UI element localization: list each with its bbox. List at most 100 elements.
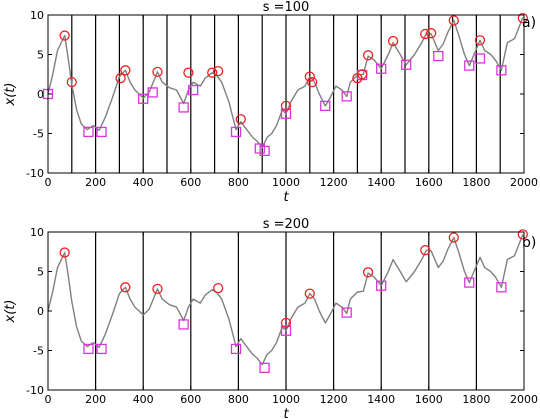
panel-b: 0 200 400 600 800 1000 1200 1400 1600 1800 2000 -10… bbox=[3, 217, 538, 419]
x-tick-label: 400 bbox=[133, 393, 154, 406]
max-marker bbox=[387, 35, 399, 47]
chart-title: s =200 bbox=[263, 217, 310, 232]
max-marker bbox=[448, 15, 459, 26]
y-tick-label: 0 bbox=[37, 305, 44, 318]
max-marker bbox=[213, 282, 224, 294]
y-tick-label: 0 bbox=[37, 88, 44, 101]
min-marker bbox=[496, 282, 507, 293]
min-marker bbox=[464, 60, 475, 71]
max-marker bbox=[420, 245, 431, 256]
x-tick-label: 800 bbox=[228, 393, 249, 406]
min-marker bbox=[320, 100, 331, 111]
max-marker bbox=[115, 73, 126, 84]
x-tick-label: 1800 bbox=[462, 176, 490, 189]
y-tick-label: 10 bbox=[30, 226, 44, 239]
max-marker bbox=[304, 71, 315, 82]
max-marker bbox=[307, 77, 318, 88]
min-marker bbox=[433, 50, 444, 62]
y-axis-label: x(t) bbox=[3, 83, 18, 107]
x-tick-label: 0 bbox=[45, 176, 52, 189]
max-marker bbox=[207, 67, 218, 78]
min-marker bbox=[376, 280, 387, 291]
x-tick-label: 1000 bbox=[272, 393, 300, 406]
x-tick-label: 1600 bbox=[415, 393, 443, 406]
max-marker bbox=[152, 66, 163, 78]
y-tick-label: 5 bbox=[37, 266, 44, 279]
max-marker bbox=[474, 35, 486, 46]
x-axis-label: t bbox=[283, 190, 289, 205]
max-marker bbox=[362, 267, 374, 278]
panel-label: a) bbox=[522, 15, 536, 31]
min-marker bbox=[376, 63, 387, 74]
x-tick-label: 400 bbox=[133, 176, 154, 189]
max-marker bbox=[448, 232, 459, 243]
x-tick-label: 1400 bbox=[367, 393, 395, 406]
y-tick-label: -5 bbox=[33, 345, 44, 358]
y-tick-label: -10 bbox=[26, 167, 44, 180]
x-tick-label: 600 bbox=[180, 393, 201, 406]
max-marker bbox=[280, 317, 292, 329]
min-marker bbox=[496, 65, 507, 76]
min-marker bbox=[230, 126, 242, 138]
max-marker bbox=[120, 282, 131, 293]
x-tick-label: 0 bbox=[45, 393, 52, 406]
panel-label: b) bbox=[522, 235, 536, 251]
max-marker bbox=[66, 77, 77, 88]
min-marker bbox=[96, 343, 107, 355]
x-tick-label: 1600 bbox=[415, 176, 443, 189]
x-axis-label: t bbox=[283, 407, 289, 419]
min-marker bbox=[280, 325, 292, 336]
y-tick-label: 5 bbox=[37, 49, 44, 62]
max-marker bbox=[420, 28, 431, 40]
min-marker bbox=[83, 343, 94, 355]
max-marker bbox=[517, 229, 528, 240]
min-marker bbox=[259, 145, 270, 157]
min-marker bbox=[341, 307, 352, 318]
max-marker bbox=[304, 288, 315, 299]
x-tick-label: 200 bbox=[85, 393, 106, 406]
max-marker bbox=[362, 50, 374, 61]
x-tick-label: 1400 bbox=[367, 176, 395, 189]
x-tick-label: 600 bbox=[180, 176, 201, 189]
max-marker bbox=[235, 114, 246, 125]
min-marker bbox=[280, 108, 292, 119]
min-marker bbox=[401, 59, 412, 70]
y-tick-label: 10 bbox=[30, 9, 44, 22]
max-marker bbox=[517, 13, 528, 24]
x-tick-label: 800 bbox=[228, 176, 249, 189]
max-marker bbox=[280, 100, 292, 111]
max-marker bbox=[120, 65, 131, 76]
min-marker bbox=[259, 362, 270, 374]
max-marker bbox=[59, 30, 70, 41]
min-marker bbox=[83, 126, 94, 138]
x-tick-label: 1000 bbox=[272, 176, 300, 189]
min-marker bbox=[341, 91, 352, 102]
y-axis-label: x(t) bbox=[3, 300, 18, 324]
min-marker bbox=[230, 343, 242, 355]
x-tick-label: 1800 bbox=[462, 393, 490, 406]
trace-line bbox=[48, 234, 524, 366]
max-marker bbox=[357, 69, 368, 80]
panel-a: 0 200 400 600 800 1000 1200 1400 1600 1800 2000 -10… bbox=[3, 0, 538, 205]
min-marker bbox=[474, 53, 486, 64]
min-marker bbox=[96, 126, 107, 138]
x-tick-label: 1200 bbox=[320, 393, 348, 406]
x-tick-label: 1200 bbox=[320, 176, 348, 189]
min-marker bbox=[147, 87, 158, 98]
max-marker bbox=[152, 283, 163, 295]
y-tick-label: -10 bbox=[26, 384, 44, 397]
min-marker bbox=[178, 319, 189, 330]
min-marker bbox=[188, 84, 199, 96]
max-marker bbox=[59, 247, 70, 258]
min-marker bbox=[138, 93, 149, 104]
chart-title: s =100 bbox=[263, 0, 310, 15]
y-tick-label: -5 bbox=[33, 128, 44, 141]
max-marker bbox=[213, 65, 224, 77]
x-tick-label: 2000 bbox=[510, 176, 538, 189]
min-marker bbox=[464, 277, 475, 288]
min-marker bbox=[178, 102, 189, 113]
max-marker bbox=[426, 28, 437, 39]
trace-line bbox=[48, 17, 524, 149]
max-marker bbox=[183, 67, 194, 78]
